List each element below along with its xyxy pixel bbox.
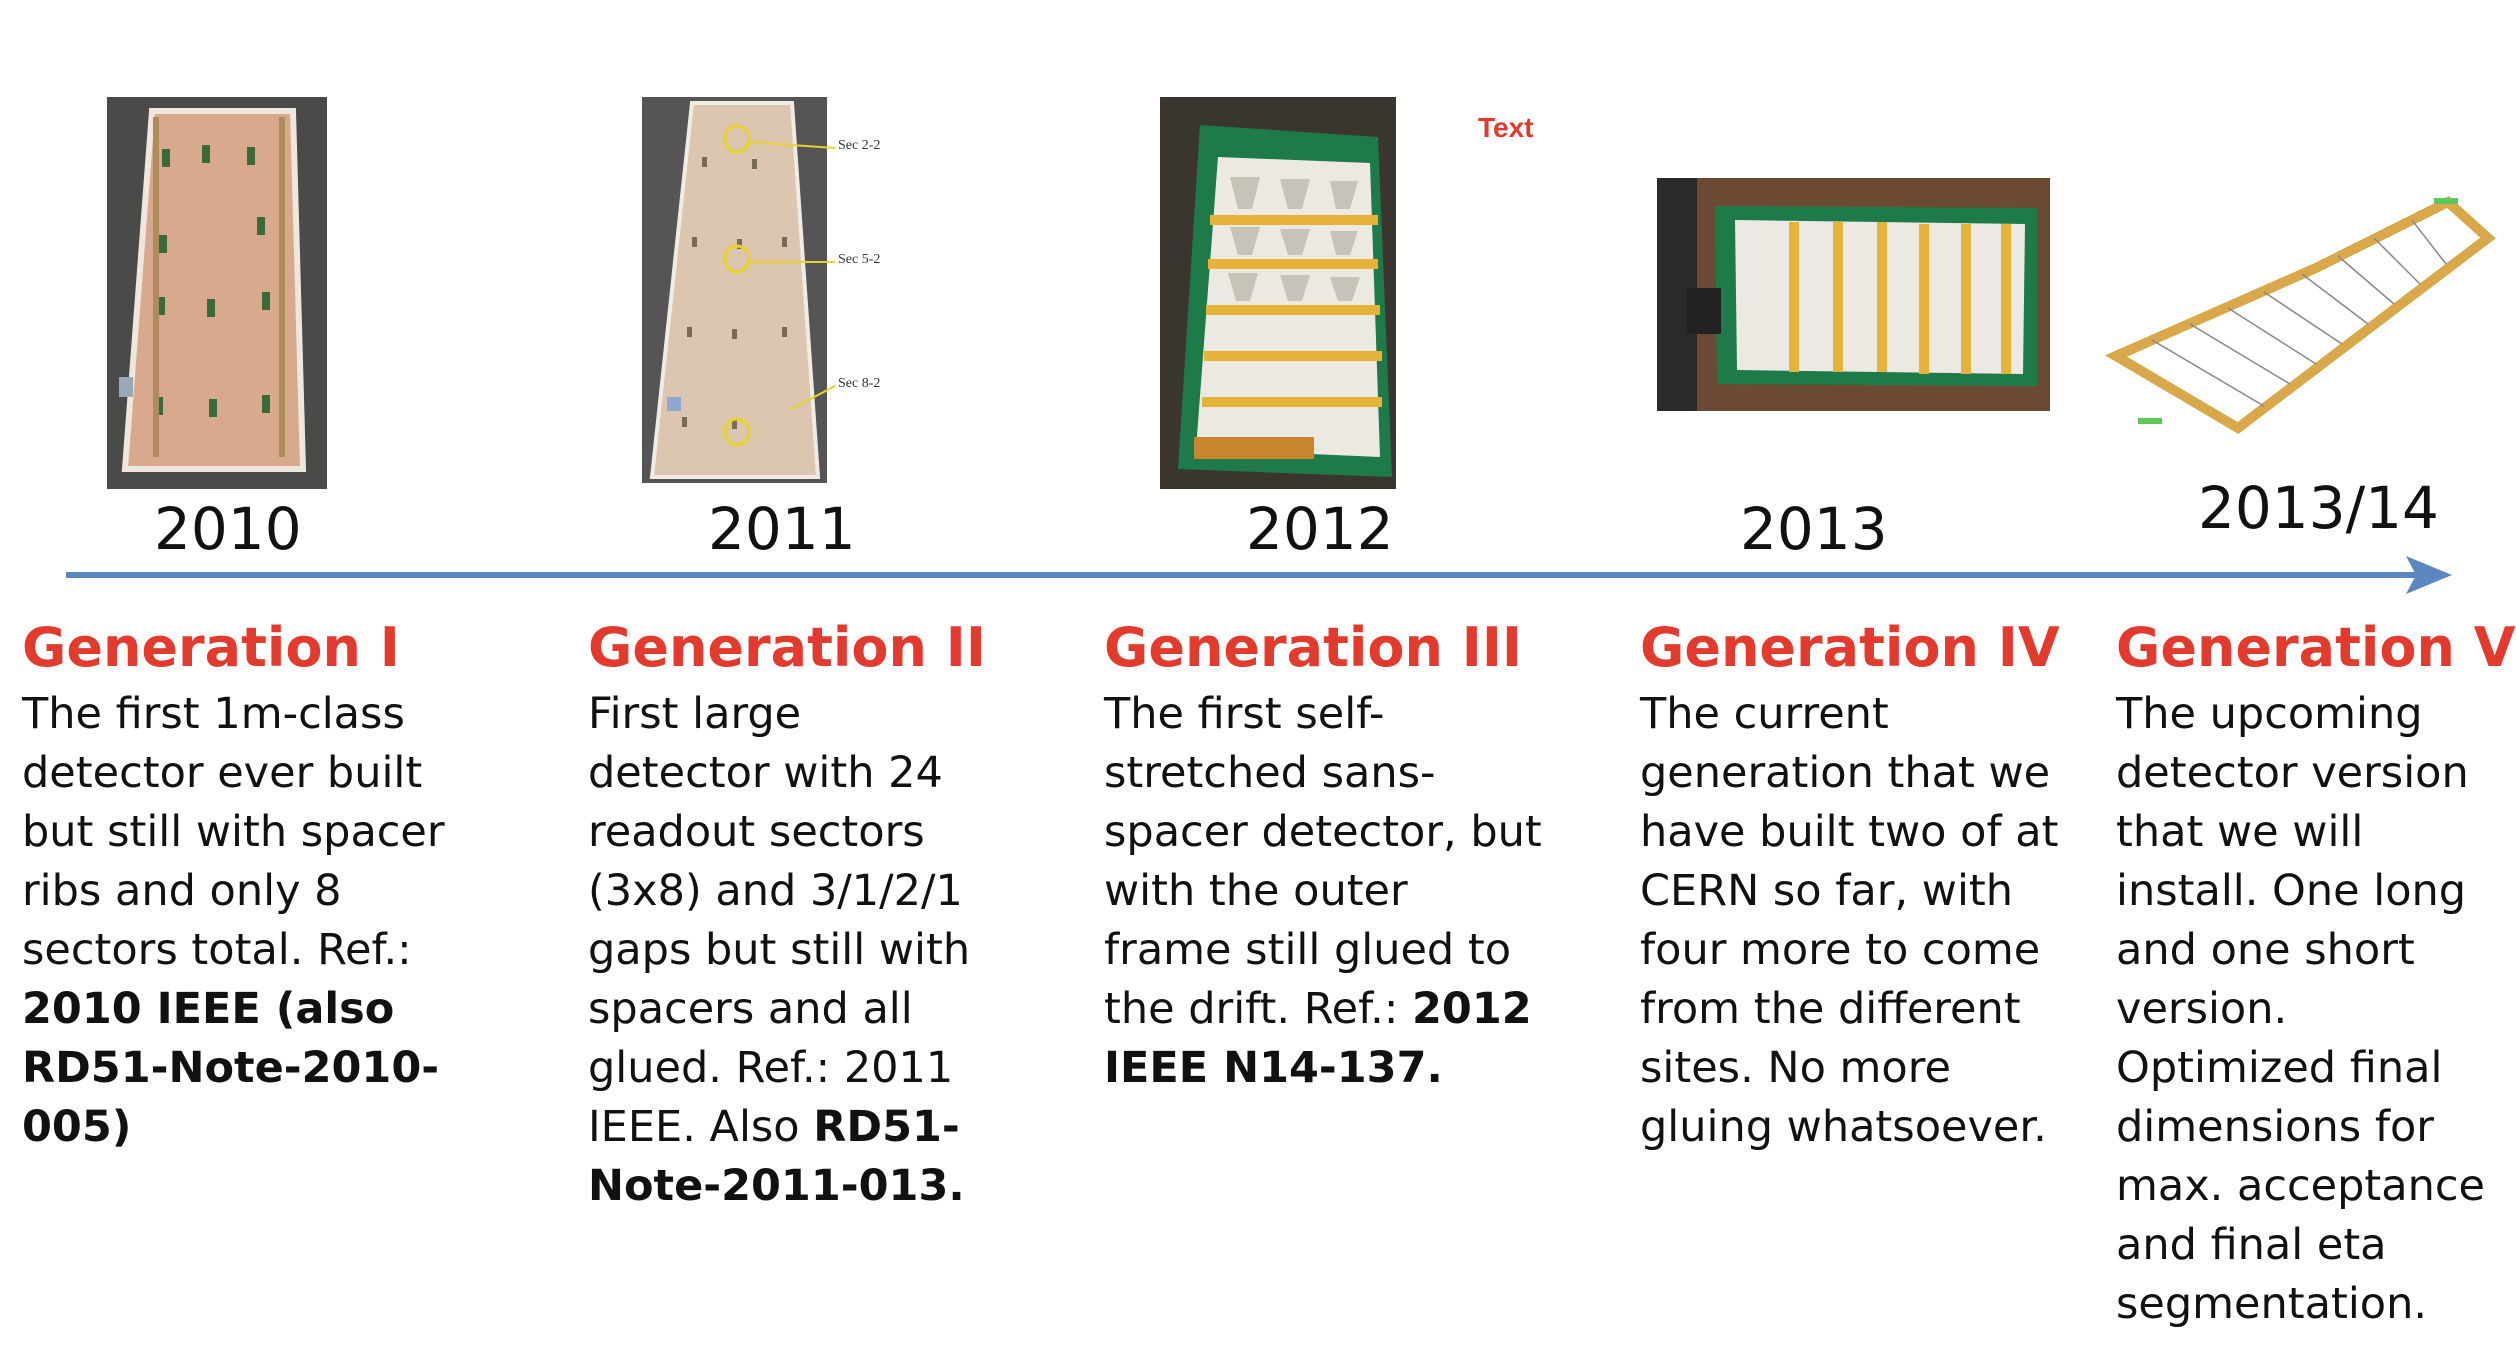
gen5-detector-drawing	[2096, 178, 2498, 440]
sector-label: Sec 8-2	[838, 376, 881, 391]
generation-title: Generation IV	[1640, 616, 2060, 679]
sector-label: Sec 5-2	[838, 252, 881, 267]
year-label: 2012	[1246, 495, 1394, 563]
gen4-detector-photo	[1657, 178, 2050, 411]
generation-title: Generation I	[22, 616, 400, 679]
generation-title: Generation III	[1104, 616, 1523, 679]
year-label: 2010	[154, 495, 302, 563]
gen2-callout-lines	[747, 141, 836, 410]
generation-description: The first 1m-class detector ever built b…	[22, 689, 445, 1152]
generation-description: The upcoming detector version that we wi…	[2116, 689, 2485, 1329]
gen3-detector-photo	[1160, 97, 1396, 489]
gen1-detector-photo	[107, 97, 327, 489]
sector-label: Sec 2-2	[838, 138, 881, 153]
generation-title: Generation II	[588, 616, 986, 679]
floating-text-label: Text	[1478, 112, 1534, 143]
generation-description: The current generation that we have buil…	[1640, 689, 2059, 1152]
generation-title: Generation V	[2116, 616, 2516, 679]
generation-description: First large detector with 24 readout sec…	[588, 689, 971, 1211]
gen2-detector-photo	[642, 97, 827, 483]
timeline-arrow	[66, 556, 2452, 594]
year-label: 2013/14	[2198, 474, 2439, 542]
year-label: 2011	[708, 495, 856, 563]
generation-description: The first self-stretched sans-spacer det…	[1104, 689, 1542, 1093]
year-label: 2013	[1740, 495, 1888, 563]
